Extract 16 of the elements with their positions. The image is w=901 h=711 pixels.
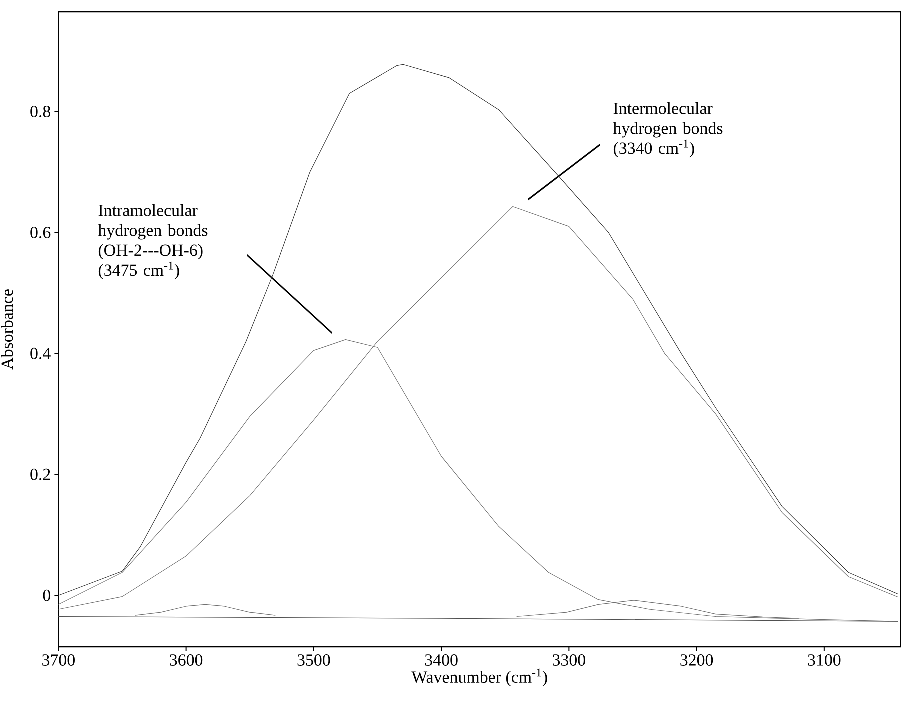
x-tick-label: 3200 bbox=[680, 654, 714, 666]
x-tick-label: 3300 bbox=[553, 654, 586, 666]
y-tick-label: 0 bbox=[43, 590, 51, 602]
x-tick-label: 3500 bbox=[298, 654, 330, 666]
y-axis-title: Absorbance bbox=[1, 290, 14, 370]
annotation: Intramolecular hydrogen bonds (OH-2---OH-6) (3475 cm$^{-1}$) bbox=[98, 204, 208, 280]
x-tick-label: 3100 bbox=[808, 654, 841, 666]
x-tick-label: 3700 bbox=[42, 654, 75, 666]
y-tick-label: 0.2 bbox=[30, 468, 50, 480]
y-tick-label: 0.4 bbox=[30, 348, 51, 360]
y-tick-label: 0.6 bbox=[30, 226, 51, 238]
x-tick-label: 3400 bbox=[425, 654, 458, 666]
x-axis-title: Wavenumber (cm$^{-1}$) bbox=[412, 668, 548, 686]
annotation: Intermolecular hydrogen bonds (3340 cm$^{-1}$) bbox=[613, 102, 723, 158]
x-tick-label: 3600 bbox=[170, 654, 203, 666]
y-tick-label: 0.8 bbox=[30, 106, 51, 118]
